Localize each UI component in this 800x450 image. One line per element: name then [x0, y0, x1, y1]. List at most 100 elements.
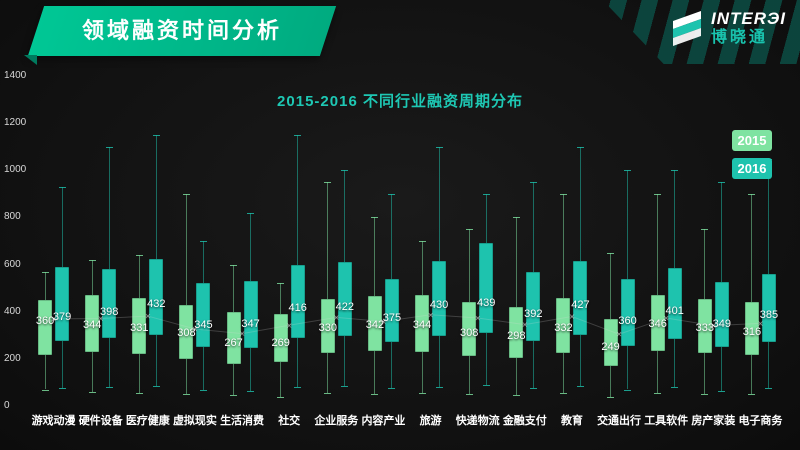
whisker-cap-max	[105, 146, 113, 148]
box-2016	[55, 266, 70, 342]
value-label: 316	[742, 325, 762, 338]
brand-logo: INTERЭI 博晓通	[671, 9, 786, 47]
whisker-cap-max	[512, 217, 520, 219]
value-label: 344	[83, 318, 102, 331]
y-tick-label: 400	[4, 305, 21, 317]
box-2016	[196, 283, 211, 348]
whisker-cap-min	[277, 396, 285, 398]
whisker-cap-max	[41, 271, 49, 273]
whisker-cap-max	[247, 212, 255, 214]
whisker-cap-min	[294, 387, 302, 389]
value-label: 422	[335, 300, 354, 313]
box-2016	[149, 258, 164, 336]
x-category-label: 教育	[560, 415, 583, 427]
box-2015	[462, 302, 477, 357]
y-tick-label: 800	[4, 211, 21, 223]
whisker-cap-max	[230, 264, 238, 266]
whisker-cap-max	[671, 170, 679, 172]
x-category-label: 硬件设备	[78, 415, 123, 427]
x-category-label: 工具软件	[644, 415, 689, 427]
box-2015	[415, 295, 430, 352]
value-label: 398	[100, 306, 119, 319]
whisker	[751, 193, 753, 395]
x-category-label: 社交	[278, 415, 301, 427]
legend-item-2015[interactable]: 2015	[732, 130, 772, 151]
whisker-cap-min	[41, 389, 49, 391]
box-2015	[273, 314, 288, 363]
whisker-cap-min	[418, 393, 426, 395]
whisker-cap-max	[199, 241, 207, 242]
plot-area: 360 344 331 308 267 269 330 342 344 308 298 332 249 3…	[30, 76, 784, 406]
whisker-cap-max	[624, 170, 632, 172]
whisker-cap-max	[576, 146, 584, 148]
whisker-cap-min	[671, 387, 679, 389]
box-2015	[38, 299, 53, 356]
value-label: 427	[571, 299, 590, 312]
whisker-cap-min	[230, 395, 238, 397]
value-label: 345	[194, 318, 213, 331]
whisker-cap-min	[465, 394, 473, 396]
value-label: 416	[288, 301, 307, 314]
whisker-cap-min	[718, 390, 726, 392]
whisker	[657, 193, 659, 394]
whisker-cap-min	[371, 394, 379, 396]
x-category-label: 生活消费	[220, 415, 265, 427]
whisker-cap-min	[341, 385, 349, 387]
box-2016	[761, 274, 776, 343]
value-label: 375	[382, 311, 402, 324]
box-2016	[573, 261, 588, 336]
box-2016	[102, 269, 117, 338]
whisker-cap-max	[182, 193, 190, 195]
chart-legend: 2015 2016	[732, 130, 772, 186]
box-2016	[714, 282, 729, 348]
whisker-cap-max	[654, 193, 662, 195]
box-2016	[526, 271, 541, 342]
box-2015	[650, 295, 665, 351]
x-category-label: 房产家装	[691, 415, 736, 427]
value-label: 269	[271, 336, 290, 349]
whisker-cap-max	[418, 241, 426, 242]
box-2016	[337, 262, 352, 337]
x-category-label: 电子商务	[738, 415, 783, 427]
whisker-cap-min	[482, 384, 490, 386]
box-2015	[744, 302, 759, 356]
whisker-cap-min	[576, 385, 584, 387]
box-2015	[320, 298, 335, 353]
whisker-cap-max	[465, 229, 473, 231]
brand-text: INTERЭI 博晓通	[711, 9, 786, 47]
box-2015	[367, 296, 382, 351]
y-tick-label: 200	[4, 352, 21, 364]
whisker-cap-min	[559, 393, 567, 395]
value-label: 308	[177, 327, 196, 340]
whisker-cap-max	[435, 146, 443, 148]
value-label: 392	[524, 307, 543, 320]
whisker-cap-max	[748, 193, 756, 195]
whisker-cap-min	[388, 388, 396, 390]
value-label: 432	[147, 298, 166, 311]
whisker-cap-min	[182, 394, 190, 396]
whisker-cap-min	[607, 396, 615, 398]
whisker-cap-max	[341, 170, 349, 172]
whisker	[108, 146, 110, 388]
whisker-cap-min	[765, 388, 773, 390]
whisker	[297, 134, 299, 388]
whisker-cap-min	[654, 393, 662, 395]
legend-item-2016[interactable]: 2016	[732, 158, 772, 179]
value-label: 347	[241, 318, 260, 331]
whisker-cap-min	[105, 387, 113, 389]
x-category-label: 交通出行	[597, 415, 642, 427]
whisker-cap-max	[371, 217, 379, 219]
value-label: 385	[759, 309, 779, 322]
box-2016	[243, 281, 258, 349]
x-category-label: 旅游	[419, 415, 442, 427]
whisker-cap-max	[324, 182, 332, 184]
whisker	[515, 217, 517, 396]
value-label: 379	[52, 310, 72, 323]
box-2015	[556, 297, 571, 353]
whisker-cap-max	[294, 134, 302, 136]
value-label: 360	[35, 315, 55, 328]
box-2015	[85, 295, 100, 352]
value-label: 308	[460, 327, 479, 340]
box-2015	[603, 318, 618, 366]
